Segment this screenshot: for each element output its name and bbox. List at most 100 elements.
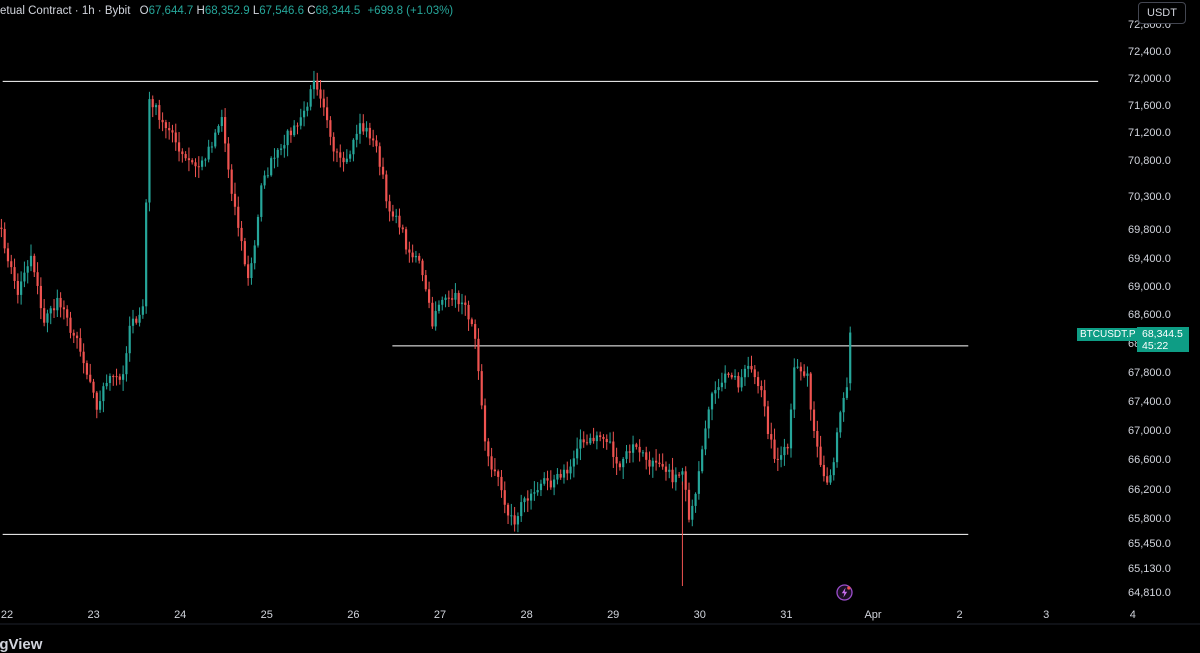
candle xyxy=(52,308,56,311)
open-value: 67,644.7 xyxy=(148,5,194,17)
x-axis-tick-label: 30 xyxy=(694,609,706,621)
candle xyxy=(645,452,648,460)
x-axis-tick-label: 31 xyxy=(780,609,792,621)
x-axis-tick-label: 29 xyxy=(607,609,619,621)
candle xyxy=(250,263,253,279)
candle xyxy=(806,373,809,376)
candle xyxy=(562,469,566,478)
candle xyxy=(704,428,707,450)
candle xyxy=(164,122,167,129)
candle xyxy=(141,306,144,315)
candle xyxy=(470,319,473,325)
candle xyxy=(717,387,720,391)
y-axis-tick-label: 69,400.0 xyxy=(1128,253,1171,265)
candle xyxy=(122,374,125,380)
candle xyxy=(0,227,3,229)
candle xyxy=(697,471,700,494)
candle xyxy=(306,106,309,111)
candle xyxy=(256,216,260,246)
candle xyxy=(510,515,513,517)
tradingview-logo: ingView xyxy=(0,636,43,653)
y-axis-tick-label: 68,600.0 xyxy=(1128,309,1171,321)
candle xyxy=(431,302,434,327)
candle xyxy=(204,159,207,161)
candle xyxy=(589,437,592,444)
candle xyxy=(279,148,283,150)
candle xyxy=(556,473,559,480)
candle xyxy=(664,466,668,472)
candle xyxy=(154,105,158,108)
y-axis-tick-label: 67,400.0 xyxy=(1128,396,1171,408)
y-axis-tick-label: 65,130.0 xyxy=(1128,563,1171,575)
candle xyxy=(756,377,760,387)
candle xyxy=(437,304,441,311)
candle xyxy=(733,375,737,378)
x-axis-tick-label: 22 xyxy=(1,609,13,621)
y-axis-tick-label: 67,800.0 xyxy=(1128,367,1171,379)
candle xyxy=(273,157,276,159)
candle xyxy=(210,146,214,148)
candle xyxy=(803,371,806,376)
candle xyxy=(533,492,536,494)
candle xyxy=(467,304,470,320)
candle xyxy=(316,80,319,90)
candle xyxy=(770,434,773,440)
y-axis-tick-label: 67,000.0 xyxy=(1128,425,1171,437)
x-axis-tick-label: 25 xyxy=(261,609,273,621)
candle xyxy=(701,449,704,472)
candle xyxy=(319,89,322,99)
candle xyxy=(724,373,727,383)
candle xyxy=(434,310,437,327)
x-axis-tick-label: 24 xyxy=(174,609,186,621)
y-axis-tick-label: 71,600.0 xyxy=(1128,100,1171,112)
candle xyxy=(105,383,108,387)
candle xyxy=(618,463,622,468)
close-label: C xyxy=(307,5,316,17)
candle xyxy=(796,366,799,368)
candle xyxy=(322,98,325,108)
candle xyxy=(753,369,756,378)
candle xyxy=(612,441,615,457)
y-axis-tick-label: 66,200.0 xyxy=(1128,484,1171,496)
lightning-icon[interactable] xyxy=(836,584,853,601)
candle xyxy=(707,409,710,429)
candle xyxy=(786,446,789,449)
candle xyxy=(576,448,579,459)
candle xyxy=(194,162,197,167)
x-axis-tick-label: 23 xyxy=(87,609,99,621)
candle xyxy=(20,281,23,295)
chart-legend-header: etual Contract · 1h · Bybit O67,644.7 H6… xyxy=(0,5,453,17)
candle xyxy=(309,89,312,107)
candle xyxy=(648,459,651,467)
currency-button[interactable]: USDT xyxy=(1138,2,1186,24)
candle xyxy=(414,255,418,258)
candle xyxy=(477,338,480,372)
candle xyxy=(92,381,95,393)
candle xyxy=(460,302,464,305)
candle xyxy=(809,373,812,410)
candle xyxy=(516,516,520,525)
candle xyxy=(513,515,516,525)
high-value: 68,352.9 xyxy=(204,5,250,17)
candle xyxy=(474,324,477,339)
candle xyxy=(266,175,269,177)
candle xyxy=(799,366,802,372)
candle xyxy=(260,185,263,217)
symbol-title: etual Contract · 1h · Bybit xyxy=(0,5,131,17)
candle xyxy=(352,139,355,155)
candle xyxy=(687,489,691,520)
candle xyxy=(200,160,204,167)
candle xyxy=(628,451,631,453)
candle xyxy=(355,133,358,140)
candle xyxy=(582,439,585,443)
x-axis-tick-label: 27 xyxy=(434,609,446,621)
candle xyxy=(388,201,391,212)
candle xyxy=(710,393,714,410)
candle xyxy=(835,432,839,463)
candle xyxy=(678,474,681,476)
candle xyxy=(349,154,352,159)
low-label: L xyxy=(252,5,260,17)
candle xyxy=(75,335,79,339)
candle xyxy=(638,446,641,453)
